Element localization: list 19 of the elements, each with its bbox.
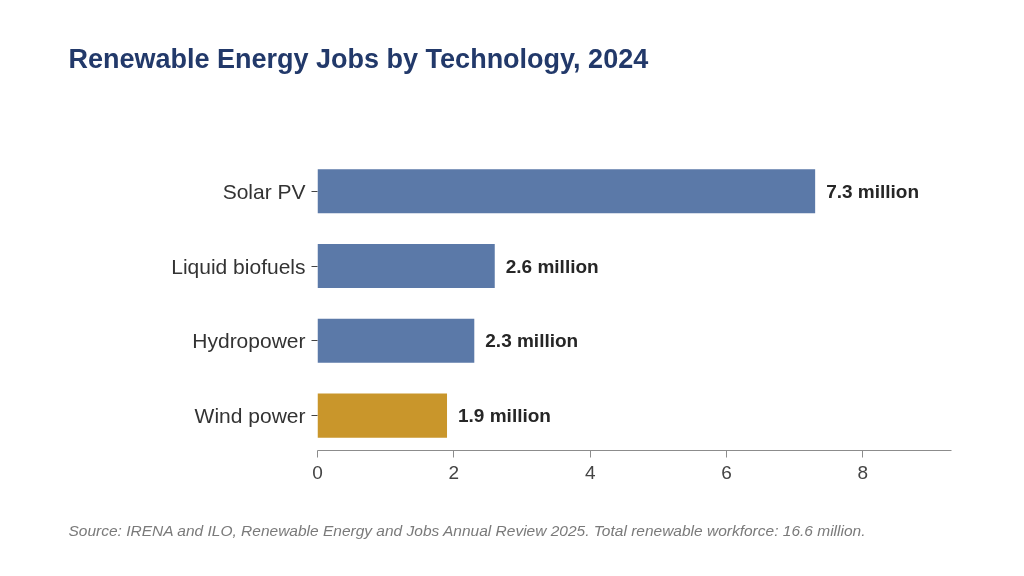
source-note: Source: IRENA and ILO, Renewable Energy and Jobs Annual Review 2025. Total renewable workforce: 16.6 million. bbox=[68, 521, 866, 539]
x-tick-label: 2 bbox=[448, 461, 460, 483]
x-tick-label: 6 bbox=[721, 461, 732, 483]
data-label: 1.9 million bbox=[458, 405, 551, 427]
x-tick-label: 8 bbox=[857, 461, 869, 483]
bar bbox=[317, 169, 816, 214]
data-label: 7.3 million bbox=[826, 180, 920, 202]
bar bbox=[317, 243, 495, 289]
y-tick-label: Hydropower bbox=[192, 329, 306, 353]
x-tick-label: 0 bbox=[312, 461, 323, 483]
x-tick-label: 4 bbox=[584, 461, 596, 483]
chart-title: Renewable Energy Jobs by Technology, 2024 bbox=[68, 43, 649, 74]
bar bbox=[317, 318, 475, 363]
bar bbox=[317, 393, 448, 438]
y-tick-label: Solar PV bbox=[222, 179, 306, 203]
y-tick-label: Liquid biofuels bbox=[171, 254, 306, 278]
y-tick-label: Wind power bbox=[194, 404, 306, 428]
data-label: 2.3 million bbox=[485, 330, 579, 352]
data-label: 2.6 million bbox=[505, 255, 599, 277]
